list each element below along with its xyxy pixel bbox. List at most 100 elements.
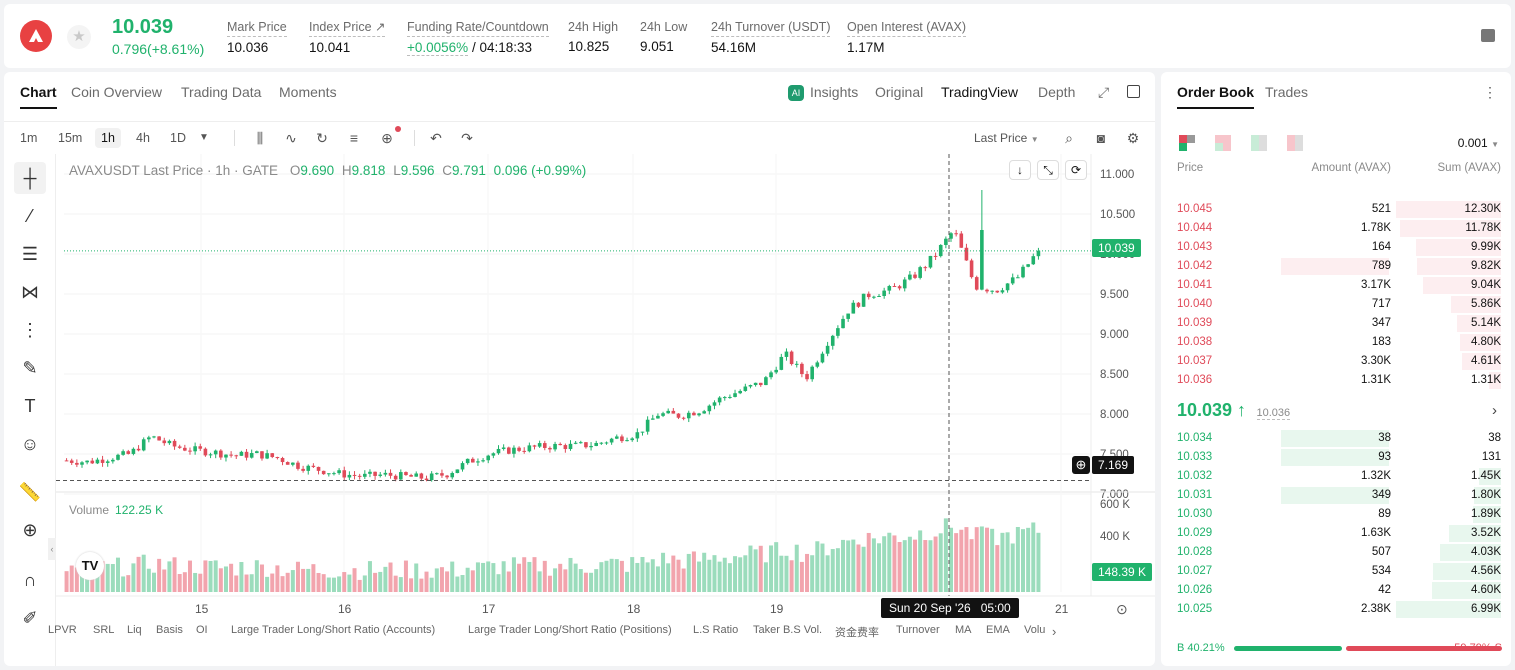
star-icon[interactable]: ★ (67, 25, 91, 49)
crosshair-icon[interactable]: ┼ (14, 162, 46, 194)
chevron-right-icon[interactable]: › (1052, 624, 1057, 639)
ask-row[interactable]: 10.041 3.17K 9.04K (1161, 276, 1511, 295)
fib-icon[interactable]: ⋮ (21, 320, 39, 340)
bid-row[interactable]: 10.027 534 4.56K (1161, 562, 1511, 581)
volume-bar (187, 560, 192, 592)
ask-row[interactable]: 10.045 521 12.30K (1161, 200, 1511, 219)
add-icon[interactable]: ⊕ (381, 130, 393, 146)
refresh-icon[interactable]: ⟳ (1065, 160, 1087, 180)
price-type-select[interactable]: Last Price ▼ (974, 131, 1039, 145)
indicator-taker-vol[interactable]: Taker B.S Vol. (753, 624, 823, 636)
add-order-icon[interactable]: ⊕ (1072, 456, 1090, 474)
expand-icon[interactable]: ⤢ (1098, 84, 1110, 100)
collapse-icon[interactable]: ⤡ (1037, 160, 1059, 180)
candle-body (764, 377, 768, 386)
template-icon[interactable]: ≡ (349, 130, 359, 146)
zoom-icon[interactable]: ⊕ (22, 520, 38, 540)
pattern-icon[interactable]: ⋈ (21, 282, 39, 302)
bid-row[interactable]: 10.034 38 38 (1161, 429, 1511, 448)
tab-depth[interactable]: Depth (1038, 84, 1076, 100)
tab-moments[interactable]: Moments (279, 84, 337, 100)
candle-body (100, 459, 105, 463)
emoji-icon[interactable]: ☺ (20, 434, 40, 454)
ask-row[interactable]: 10.043 164 9.99K (1161, 238, 1511, 257)
view-asks-icon[interactable] (1287, 135, 1303, 151)
ask-row[interactable]: 10.038 183 4.80K (1161, 333, 1511, 352)
bid-row[interactable]: 10.028 507 4.03K (1161, 543, 1511, 562)
tab-tradingview[interactable]: TradingView (941, 84, 1019, 100)
indicator-basis[interactable]: Basis (156, 624, 183, 636)
search-icon[interactable]: ⌕ (1065, 130, 1073, 146)
ruler-icon[interactable]: 📏 (18, 482, 42, 502)
indicator-ls-accounts[interactable]: Large Trader Long/Short Ratio (Accounts) (231, 624, 436, 636)
ask-row[interactable]: 10.042 789 9.82K (1161, 257, 1511, 276)
tab-order-book[interactable]: Order Book (1177, 84, 1255, 109)
bid-row[interactable]: 10.032 1.32K 1.45K (1161, 467, 1511, 486)
indicator-oi[interactable]: OI (196, 624, 208, 636)
collapse-toolbar-button[interactable]: ‹ (48, 538, 56, 560)
brush-icon[interactable]: ✎ (22, 358, 38, 378)
bid-row[interactable]: 10.029 1.63K 3.52K (1161, 524, 1511, 543)
tab-original[interactable]: Original (875, 84, 924, 100)
more-icon[interactable]: ⋮ (1483, 84, 1497, 100)
bid-row[interactable]: 10.026 42 4.60K (1161, 581, 1511, 600)
camera-icon[interactable]: ◙ (1096, 130, 1106, 146)
replay-icon[interactable]: ↻ (316, 130, 328, 146)
indicator-ls-ratio[interactable]: L.S Ratio (693, 624, 739, 636)
timeframe-4h[interactable]: 4h (136, 131, 150, 145)
gear-icon[interactable]: ⚙ (1126, 130, 1140, 146)
arrow-down-icon[interactable]: ↓ (1009, 160, 1031, 180)
window-icon[interactable] (1127, 85, 1140, 98)
ask-row[interactable]: 10.040 717 5.86K (1161, 295, 1511, 314)
magnet-icon[interactable]: ∩ (23, 570, 37, 590)
settings-circle-icon[interactable]: ⊙ (1116, 601, 1128, 617)
timeframe-1m[interactable]: 1m (20, 131, 38, 145)
timeframe-1h[interactable]: 1h (95, 128, 121, 148)
indicator-ema[interactable]: EMA (986, 624, 1010, 636)
ask-row[interactable]: 10.039 347 5.14K (1161, 314, 1511, 333)
indicator-srl[interactable]: SRL (93, 624, 115, 636)
volume-bar (959, 529, 964, 592)
indicator-ma[interactable]: MA (955, 624, 972, 636)
indicator-ls-positions[interactable]: Large Trader Long/Short Ratio (Positions… (468, 624, 672, 636)
redo-icon[interactable]: ↷ (461, 130, 473, 146)
indicator-funding-rate[interactable]: 资金费率 (835, 627, 879, 639)
index-price-stat[interactable]: Index Price ↗ 10.041 (309, 18, 386, 55)
bid-row[interactable]: 10.031 349 1.80K (1161, 486, 1511, 505)
tab-insights[interactable]: Insights (810, 84, 859, 100)
mid-price-row[interactable]: 10.039 ↑ 10.036 (1177, 400, 1291, 421)
undo-icon[interactable]: ↶ (430, 130, 442, 146)
volume-bar (146, 568, 151, 592)
text-icon[interactable]: T (24, 396, 36, 416)
chevron-down-icon[interactable]: ▼ (199, 132, 209, 143)
indicator-volume[interactable]: Volu (1024, 624, 1046, 636)
indicator-liq[interactable]: Liq (127, 624, 142, 636)
view-split-icon[interactable] (1215, 135, 1231, 151)
bid-row[interactable]: 10.030 89 1.89K (1161, 505, 1511, 524)
candlestick-chart[interactable]: 11.00010.50010.0009.5009.0008.5008.0007.… (56, 154, 1155, 666)
tab-trades[interactable]: Trades (1265, 84, 1309, 100)
ask-row[interactable]: 10.044 1.78K 11.78K (1161, 219, 1511, 238)
timeframe-15m[interactable]: 15m (58, 131, 83, 145)
tradingview-logo-icon[interactable]: TV (76, 552, 104, 580)
bid-row[interactable]: 10.025 2.38K 6.99K (1161, 600, 1511, 619)
tab-chart[interactable]: Chart (20, 84, 57, 109)
view-both-icon[interactable] (1179, 135, 1195, 151)
horizontal-lines-icon[interactable]: ☰ (21, 244, 39, 264)
tab-coin-overview[interactable]: Coin Overview (71, 84, 163, 100)
ask-row[interactable]: 10.036 1.31K 1.31K (1161, 371, 1511, 390)
candle-type-icon[interactable]: ⫼ (256, 130, 264, 146)
indicator-lpvr[interactable]: LPVR (48, 624, 77, 636)
chevron-right-icon[interactable]: › (1492, 402, 1497, 419)
bid-row[interactable]: 10.033 93 131 (1161, 448, 1511, 467)
trend-line-icon[interactable]: ⁄ (28, 206, 32, 226)
ask-row[interactable]: 10.037 3.30K 4.61K (1161, 352, 1511, 371)
timeframe-1d[interactable]: 1D (170, 131, 186, 145)
lock-icon[interactable]: ✐ (22, 608, 38, 628)
book-icon[interactable] (1481, 29, 1495, 42)
indicator-icon[interactable]: ∿ (285, 130, 297, 146)
tab-trading-data[interactable]: Trading Data (181, 84, 262, 100)
precision-select[interactable]: 0.001 ▼ (1457, 136, 1499, 150)
view-bids-icon[interactable] (1251, 135, 1267, 151)
indicator-turnover[interactable]: Turnover (896, 624, 940, 636)
